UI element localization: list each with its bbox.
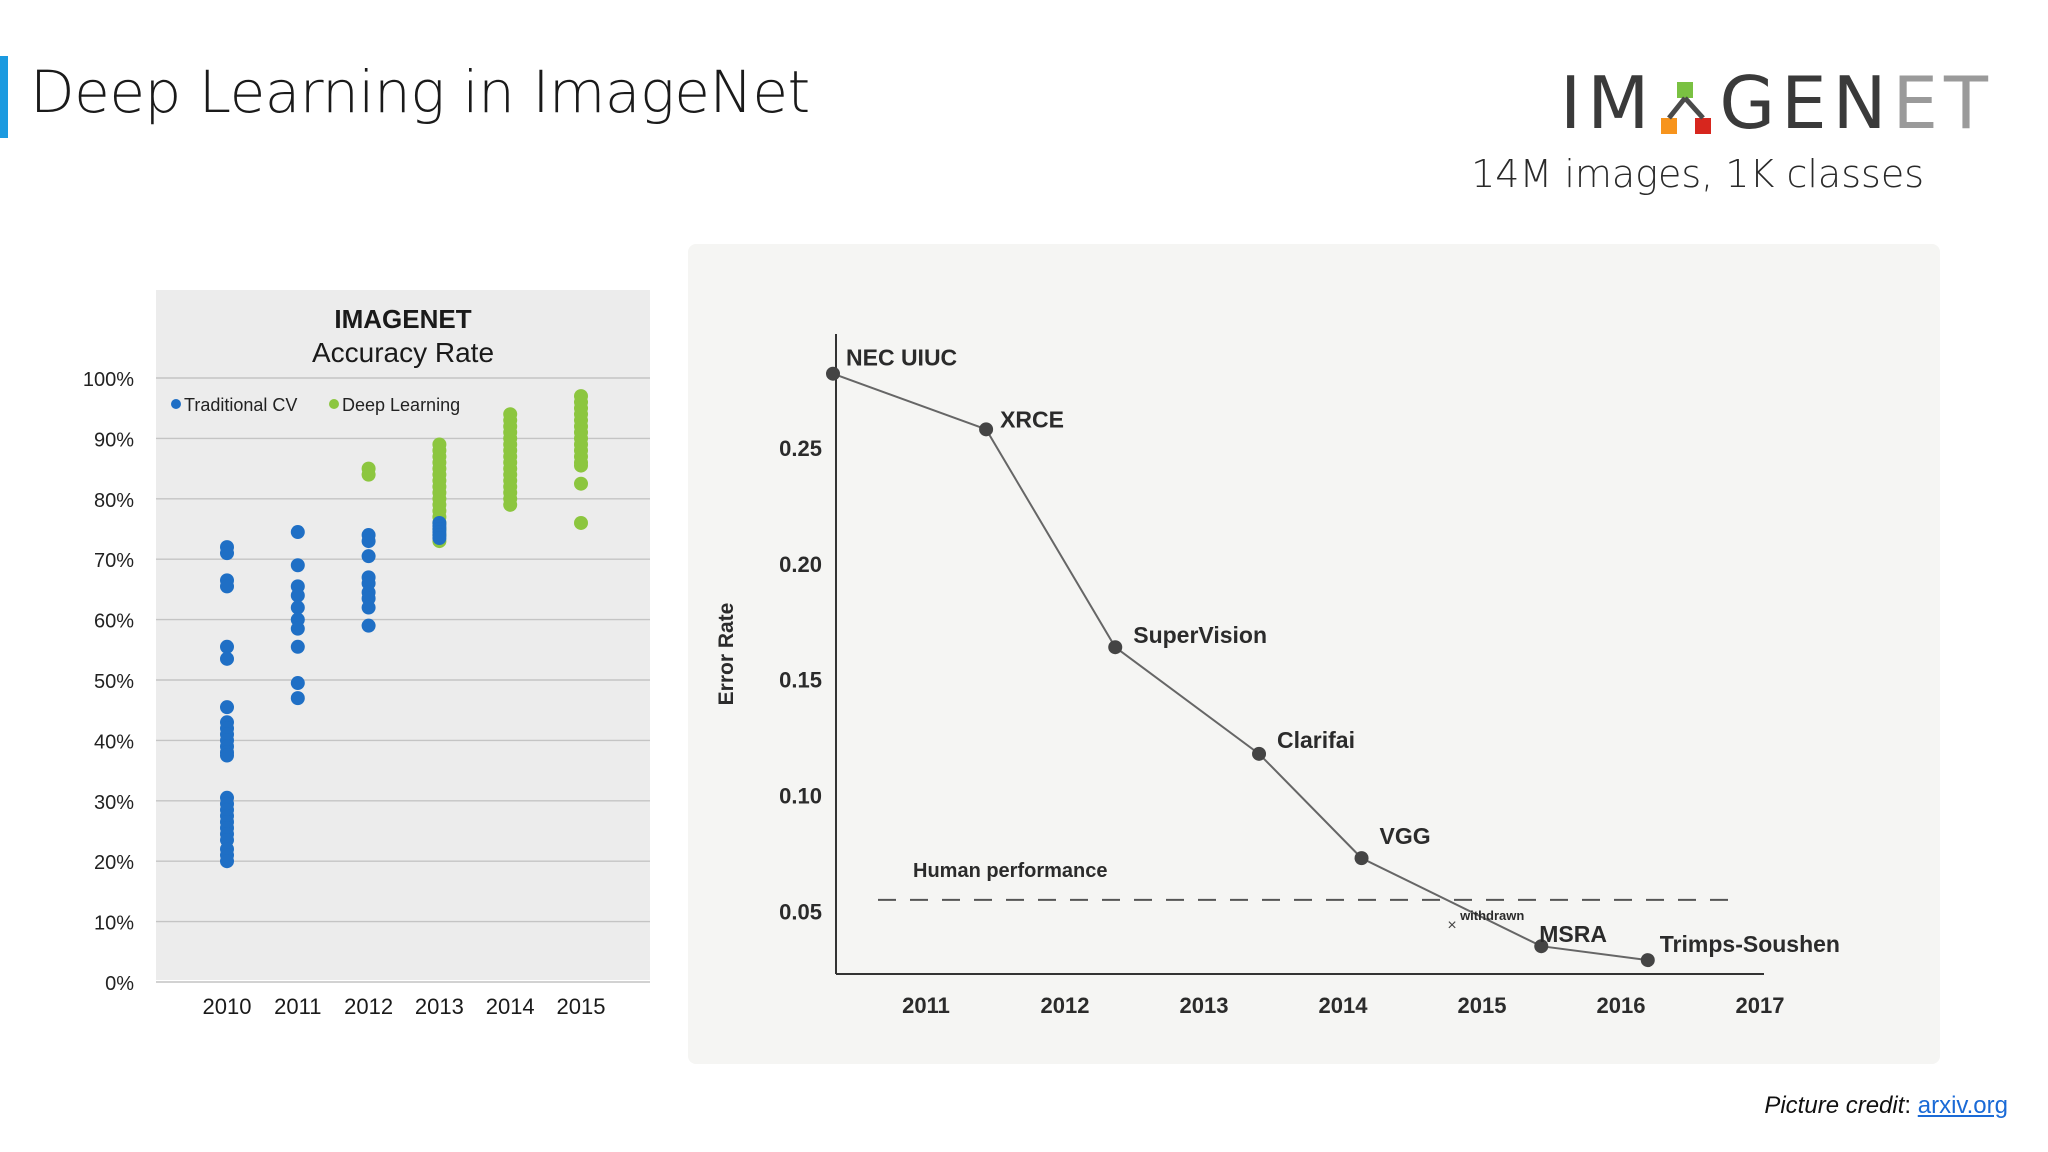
x-tick-label: 2015	[1458, 993, 1507, 1018]
accuracy-rate-chart: 0% 10% 20% 30% 40% 50% 60% 70% 80% 90% 100% IMAGENE…	[70, 280, 670, 1040]
data-point	[503, 497, 518, 512]
data-point	[290, 600, 305, 615]
data-point	[290, 558, 305, 573]
data-point	[574, 515, 588, 530]
y-tick-label: 0.05	[779, 899, 822, 924]
x-tick-label: 2016	[1597, 993, 1646, 1018]
data-label: SuperVision	[1133, 622, 1267, 648]
error-rate-chart-svg: 0.05 0.10 0.15 0.20 0.25 2011 2012 2013 2014 2015…	[715, 334, 1840, 1018]
data-point	[1534, 939, 1549, 954]
y-tick-label: 0.15	[779, 668, 822, 693]
human-performance-label: Human performance	[913, 860, 1108, 882]
logo-wordmark: IM GENET	[1560, 61, 1994, 145]
title-accent-bar	[0, 56, 8, 138]
data-point	[361, 618, 376, 633]
x-tick-label: 2013	[1180, 993, 1229, 1018]
legend-marker	[171, 399, 181, 409]
data-point	[1640, 953, 1655, 968]
x-tick-label: 2017	[1736, 993, 1785, 1018]
data-point	[1354, 851, 1369, 866]
y-tick-label: 0.10	[779, 784, 822, 809]
data-point	[979, 422, 994, 437]
data-label: MSRA	[1539, 921, 1607, 947]
data-label: Trimps-Soushen	[1660, 931, 1840, 957]
data-point	[361, 549, 376, 564]
y-tick-label: 80%	[94, 490, 134, 512]
x-tick-label: 2014	[1319, 993, 1369, 1018]
data-point	[220, 854, 234, 869]
data-label: Clarifai	[1277, 727, 1355, 753]
y-tick-label: 20%	[94, 852, 134, 874]
data-point	[220, 748, 234, 763]
y-tick-label: 100%	[83, 369, 134, 391]
x-tick-label: 2012	[1041, 993, 1090, 1018]
data-point	[1108, 640, 1123, 655]
y-tick-label: 40%	[94, 731, 134, 753]
data-label: XRCE	[1000, 406, 1064, 432]
credit-caption: Picture credit	[1764, 1092, 1905, 1119]
withdrawn-label: withdrawn	[1459, 908, 1524, 923]
accuracy-rate-chart-svg: 0% 10% 20% 30% 40% 50% 60% 70% 80% 90% 100% IMAGENE…	[83, 290, 650, 1019]
x-tick-label: 2011	[902, 993, 950, 1018]
x-tick-label: 2013	[415, 994, 464, 1019]
withdrawn-marker: ×	[1447, 917, 1456, 934]
chart-title: IMAGENET	[334, 304, 471, 334]
legend-label: Traditional CV	[184, 395, 297, 415]
y-tick-label: 10%	[94, 913, 134, 935]
data-label: NEC UIUC	[846, 345, 957, 371]
x-tick-label: 2012	[344, 994, 393, 1019]
data-label: VGG	[1380, 823, 1431, 849]
data-point	[361, 534, 376, 549]
data-point	[361, 467, 376, 482]
imagenet-tree-icon	[1661, 82, 1712, 135]
error-rate-chart: 0.05 0.10 0.15 0.20 0.25 2011 2012 2013 2014 2015…	[688, 244, 1940, 1064]
data-point	[290, 621, 305, 636]
data-point	[290, 691, 305, 706]
slide-title: Deep Learning in ImageNet	[30, 58, 810, 126]
y-tick-label: 60%	[94, 611, 134, 633]
y-tick-label: 90%	[94, 429, 134, 451]
dataset-size-caption: 14M images, 1K classes	[1471, 152, 1924, 196]
data-point	[290, 639, 305, 654]
legend-label: Deep Learning	[342, 395, 460, 415]
data-point	[220, 651, 234, 666]
imagenet-logo: IM GENET	[1560, 61, 1994, 145]
x-tick-label: 2014	[486, 994, 535, 1019]
y-axis-label: Error Rate	[715, 603, 738, 706]
credit-separator: :	[1904, 1092, 1912, 1119]
data-point	[220, 639, 234, 654]
x-tick-label: 2015	[557, 994, 606, 1019]
data-point	[1252, 746, 1267, 761]
data-point	[290, 525, 305, 540]
y-tick-label: 0.20	[779, 552, 822, 577]
legend-marker	[329, 399, 339, 409]
data-point	[290, 588, 305, 603]
data-point	[432, 531, 447, 546]
y-tick-label: 50%	[94, 671, 134, 693]
data-point	[574, 476, 588, 491]
data-point	[220, 546, 234, 561]
chart-subtitle: Accuracy Rate	[312, 337, 494, 368]
credit-link[interactable]: arxiv.org	[1917, 1092, 2008, 1119]
x-tick-label: 2011	[274, 994, 321, 1019]
y-tick-label: 0.25	[779, 436, 822, 461]
data-point	[361, 600, 376, 615]
picture-credit: Picture credit: arxiv.org	[1764, 1092, 2008, 1120]
y-tick-label: 0%	[105, 973, 134, 995]
y-tick-label: 70%	[94, 550, 134, 572]
y-tick-label: 30%	[94, 792, 134, 814]
data-point	[220, 700, 234, 715]
data-point	[826, 366, 840, 381]
plot-background	[156, 290, 650, 980]
data-point	[220, 579, 234, 594]
data-point	[290, 676, 305, 691]
data-point	[574, 458, 588, 473]
x-tick-label: 2010	[203, 994, 252, 1019]
